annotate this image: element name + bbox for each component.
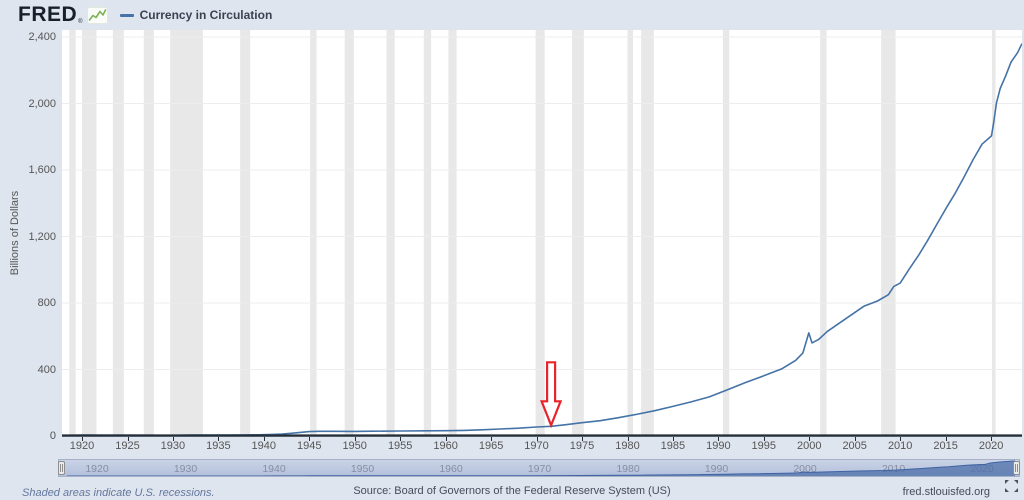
x-tick-label: 1995 (742, 440, 786, 452)
recession-band (310, 30, 316, 436)
x-tick-label: 1955 (378, 440, 422, 452)
recession-band (424, 30, 431, 436)
x-tick-label: 1930 (151, 440, 195, 452)
x-tick-label: 1965 (469, 440, 513, 452)
handle-grip (1015, 464, 1018, 472)
fred-logo[interactable]: FRED® (18, 5, 108, 25)
mini-area (67, 461, 1015, 476)
y-tick-label: 1,200 (0, 231, 56, 243)
recession-band (387, 30, 395, 436)
x-tick-label: 2005 (833, 440, 877, 452)
fred-logo-text: FRED (18, 5, 77, 25)
range-selector-mini-chart (59, 460, 1019, 476)
range-handle-right[interactable] (1013, 461, 1020, 475)
plot-area[interactable] (62, 30, 1022, 437)
legend-series-label: Currency in Circulation (140, 8, 273, 22)
x-tick-label: 1950 (333, 440, 377, 452)
recession-band (723, 30, 729, 436)
recession-band (992, 30, 996, 436)
x-tick-label: 2010 (878, 440, 922, 452)
y-tick-label: 0 (0, 430, 56, 442)
recession-band (144, 30, 154, 436)
y-tick-label: 2,400 (0, 31, 56, 43)
x-tick-label: 1925 (106, 440, 150, 452)
recession-band (170, 30, 203, 436)
fred-graph-widget: FRED® Currency in Circulation Billions o… (0, 0, 1024, 500)
series-legend-item[interactable]: Currency in Circulation (120, 8, 273, 22)
range-selector-track[interactable]: 1920193019401950196019701980199020002010… (58, 459, 1020, 477)
y-tick-label: 1,600 (0, 164, 56, 176)
recession-band (82, 30, 97, 436)
x-tick-label: 1960 (424, 440, 468, 452)
x-tick-label: 1940 (242, 440, 286, 452)
fred-sparkline-icon (87, 7, 108, 24)
recession-band (113, 30, 124, 436)
x-tick-label: 1980 (606, 440, 650, 452)
recession-band (641, 30, 654, 436)
y-tick-label: 800 (0, 297, 56, 309)
range-handle-left[interactable] (58, 461, 65, 475)
y-tick-label: 2,000 (0, 98, 56, 110)
x-tick-label: 1985 (651, 440, 695, 452)
recession-band (69, 30, 75, 436)
main-chart-svg[interactable] (62, 30, 1022, 437)
x-tick-label: 1945 (287, 440, 331, 452)
x-tick-label: 2015 (924, 440, 968, 452)
recession-band (448, 30, 456, 436)
recession-band (240, 30, 250, 436)
handle-grip (60, 464, 63, 472)
x-tick-label: 1970 (515, 440, 559, 452)
y-tick-label: 400 (0, 364, 56, 376)
x-tick-label: 2000 (787, 440, 831, 452)
legend-line-sample (120, 14, 134, 17)
recession-band (345, 30, 354, 436)
recession-band (628, 30, 634, 436)
header-bar: FRED® Currency in Circulation (0, 0, 1024, 30)
x-tick-label: 1975 (560, 440, 604, 452)
recession-band (572, 30, 584, 436)
fullscreen-expand-icon[interactable] (1004, 479, 1019, 493)
x-tick-label: 1920 (60, 440, 104, 452)
source-link[interactable]: Source: Board of Governors of the Federa… (0, 485, 1024, 497)
x-tick-label: 2020 (969, 440, 1013, 452)
fred-site-link[interactable]: fred.stlouisfed.org (903, 486, 990, 498)
recession-band (881, 30, 896, 436)
recession-band (820, 30, 826, 436)
registered-mark: ® (78, 19, 82, 25)
x-tick-label: 1935 (196, 440, 240, 452)
x-tick-label: 1990 (696, 440, 740, 452)
recession-band (536, 30, 545, 436)
